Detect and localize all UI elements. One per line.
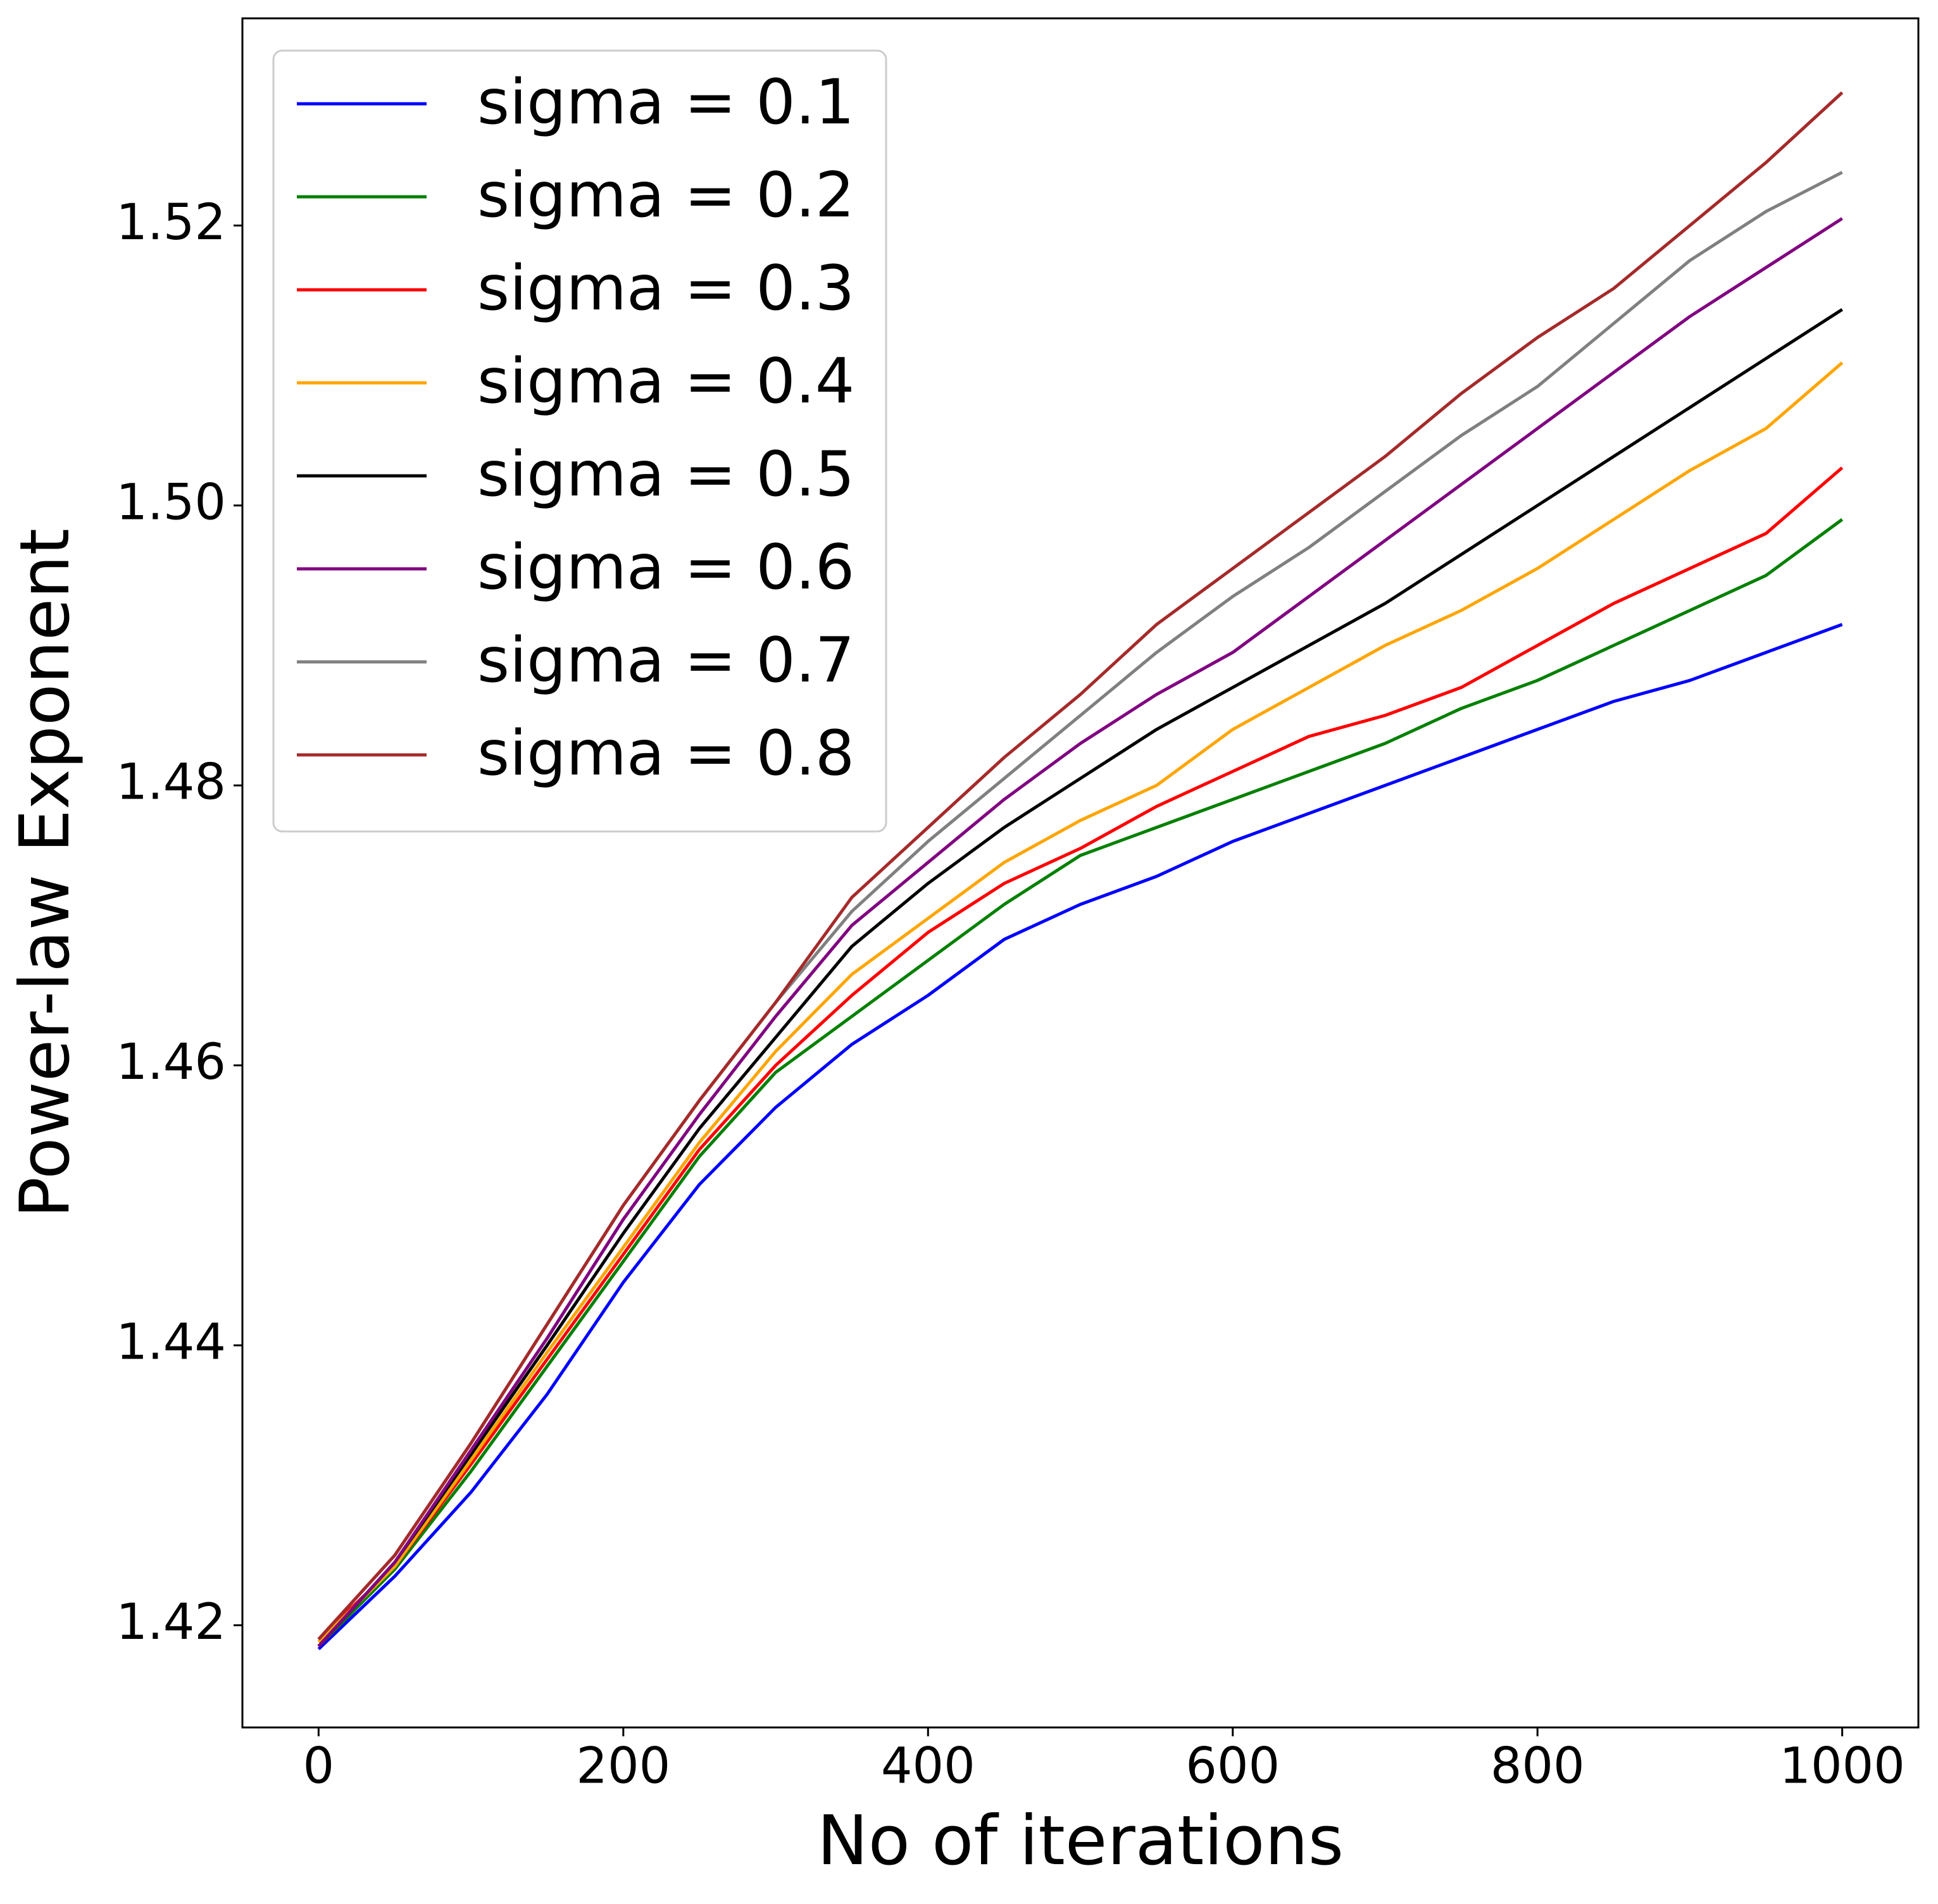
y-tick-label: 1.48 <box>116 754 226 811</box>
legend-label: sigma = 0.2 <box>477 159 854 232</box>
x-tick-label: 600 <box>1185 1738 1280 1795</box>
x-tick-label: 1000 <box>1779 1738 1905 1795</box>
legend-box <box>272 49 887 833</box>
y-tick-label: 1.44 <box>116 1314 226 1371</box>
y-tick-label: 1.42 <box>116 1594 226 1651</box>
series-line <box>317 308 1843 1648</box>
x-tick-label: 200 <box>576 1738 670 1795</box>
series-line <box>317 91 1844 1641</box>
y-tick-label: 1.50 <box>116 474 226 531</box>
legend-label: sigma = 0.8 <box>477 718 854 790</box>
legend-label: sigma = 0.5 <box>477 439 854 511</box>
x-tick-label: 800 <box>1491 1738 1585 1795</box>
x-tick-label: 400 <box>881 1738 975 1795</box>
legend-label: sigma = 0.1 <box>477 66 854 139</box>
y-tick-label: 1.52 <box>116 194 226 251</box>
series-line <box>317 518 1844 1648</box>
legend-label: sigma = 0.6 <box>477 532 854 604</box>
series-line <box>317 466 1844 1641</box>
x-axis-label: No of iterations <box>817 1801 1344 1881</box>
x-tick-label: 0 <box>303 1738 335 1795</box>
series-line <box>317 217 1843 1648</box>
legend-label: sigma = 0.7 <box>477 625 854 697</box>
legend-label: sigma = 0.4 <box>477 345 854 418</box>
plot-frame <box>241 17 1920 1729</box>
series-line <box>317 623 1843 1650</box>
y-tick-label: 1.46 <box>116 1034 226 1091</box>
series-line <box>317 361 1844 1643</box>
y-axis-label: Power-law Exponent <box>6 528 85 1218</box>
legend-label: sigma = 0.3 <box>477 252 854 325</box>
